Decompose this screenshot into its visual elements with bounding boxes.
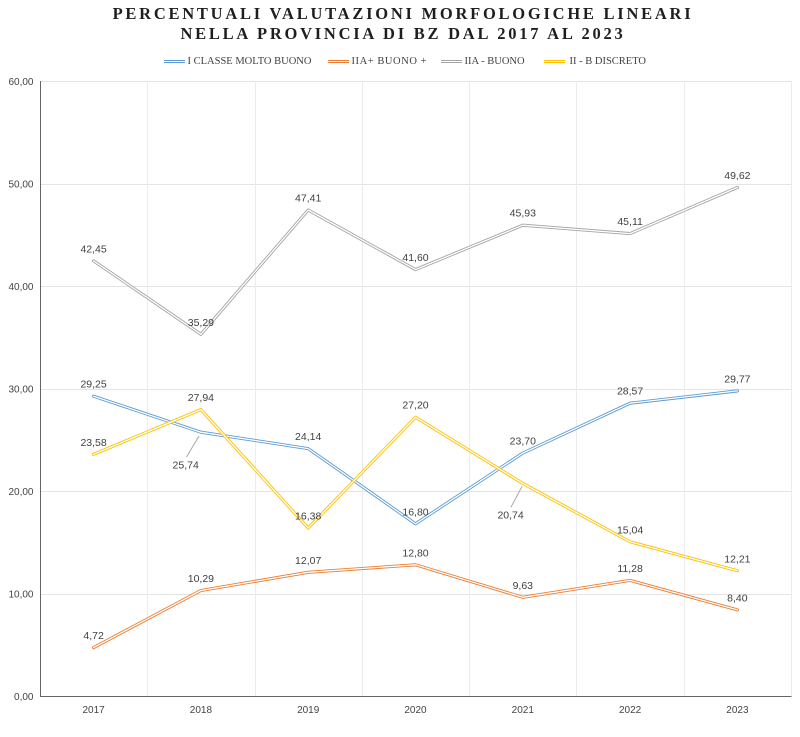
svg-text:2022: 2022: [619, 705, 642, 716]
svg-text:15,04: 15,04: [617, 524, 643, 536]
svg-text:29,25: 29,25: [80, 379, 106, 391]
svg-text:10,29: 10,29: [188, 573, 214, 585]
svg-text:35,29: 35,29: [188, 317, 214, 329]
svg-text:60,00: 60,00: [8, 77, 33, 88]
svg-text:30,00: 30,00: [8, 385, 33, 396]
svg-text:27,20: 27,20: [402, 400, 428, 412]
svg-text:12,21: 12,21: [724, 553, 750, 565]
svg-text:16,38: 16,38: [295, 511, 321, 523]
svg-text:20,74: 20,74: [497, 510, 523, 522]
svg-text:50,00: 50,00: [8, 180, 33, 191]
svg-text:2023: 2023: [726, 705, 749, 716]
svg-text:41,60: 41,60: [402, 252, 428, 264]
svg-text:10,00: 10,00: [8, 590, 33, 601]
svg-text:16,80: 16,80: [402, 506, 428, 518]
svg-text:29,77: 29,77: [724, 373, 750, 385]
svg-text:0,00: 0,00: [14, 692, 34, 703]
svg-text:20,00: 20,00: [8, 487, 33, 498]
svg-text:2017: 2017: [82, 705, 105, 716]
svg-text:45,93: 45,93: [510, 208, 536, 220]
svg-text:40,00: 40,00: [8, 282, 33, 293]
svg-text:23,70: 23,70: [510, 436, 536, 448]
svg-text:12,80: 12,80: [402, 547, 428, 559]
svg-text:28,57: 28,57: [617, 386, 643, 398]
svg-text:2019: 2019: [297, 705, 320, 716]
svg-text:47,41: 47,41: [295, 193, 321, 205]
svg-text:8,40: 8,40: [727, 592, 748, 604]
svg-text:9,63: 9,63: [513, 580, 534, 592]
svg-text:23,58: 23,58: [80, 437, 106, 449]
svg-text:42,45: 42,45: [80, 243, 106, 255]
svg-text:2020: 2020: [404, 705, 427, 716]
svg-text:12,07: 12,07: [295, 555, 321, 567]
svg-text:2021: 2021: [512, 705, 535, 716]
svg-text:25,74: 25,74: [173, 460, 199, 472]
svg-text:24,14: 24,14: [295, 431, 321, 443]
svg-text:45,11: 45,11: [617, 216, 643, 228]
svg-text:49,62: 49,62: [724, 170, 750, 182]
svg-text:27,94: 27,94: [188, 392, 214, 404]
svg-text:11,28: 11,28: [617, 563, 643, 575]
svg-text:2018: 2018: [190, 705, 213, 716]
svg-text:4,72: 4,72: [83, 630, 104, 642]
